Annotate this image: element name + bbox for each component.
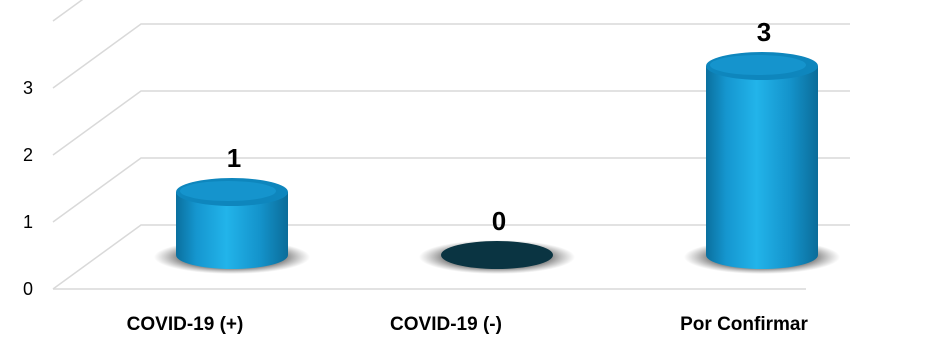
y-tick-label: 3 xyxy=(23,78,33,98)
y-tick-label: 2 xyxy=(23,145,33,165)
data-label: 3 xyxy=(757,17,771,47)
x-category-label: COVID-19 (+) xyxy=(127,314,244,335)
bar-1 xyxy=(419,240,575,274)
bar-zero-disc xyxy=(441,241,553,269)
bar-top-highlight xyxy=(180,181,276,201)
x-axis-categories: COVID-19 (+) COVID-19 (-) Por Confirmar xyxy=(127,314,809,335)
bar-body xyxy=(176,192,288,269)
data-label: 0 xyxy=(492,206,506,236)
gridline xyxy=(52,90,850,156)
bars xyxy=(154,52,840,274)
gridline xyxy=(52,157,850,223)
grid-lines xyxy=(52,0,850,290)
bar-body xyxy=(706,66,818,269)
x-category-label: COVID-19 (-) xyxy=(390,314,502,335)
gridline xyxy=(52,0,84,22)
y-axis-ticks: 0 1 2 3 xyxy=(23,78,33,299)
bar-2 xyxy=(684,52,840,274)
y-tick-label: 1 xyxy=(23,212,33,232)
bar-0 xyxy=(154,178,310,274)
x-category-label: Por Confirmar xyxy=(680,314,808,335)
bar-top-highlight xyxy=(710,55,806,75)
y-tick-label: 0 xyxy=(23,279,33,299)
data-label: 1 xyxy=(227,143,241,173)
gridline xyxy=(52,23,850,89)
data-labels: 1 0 3 xyxy=(227,17,771,236)
gridline xyxy=(52,224,850,290)
